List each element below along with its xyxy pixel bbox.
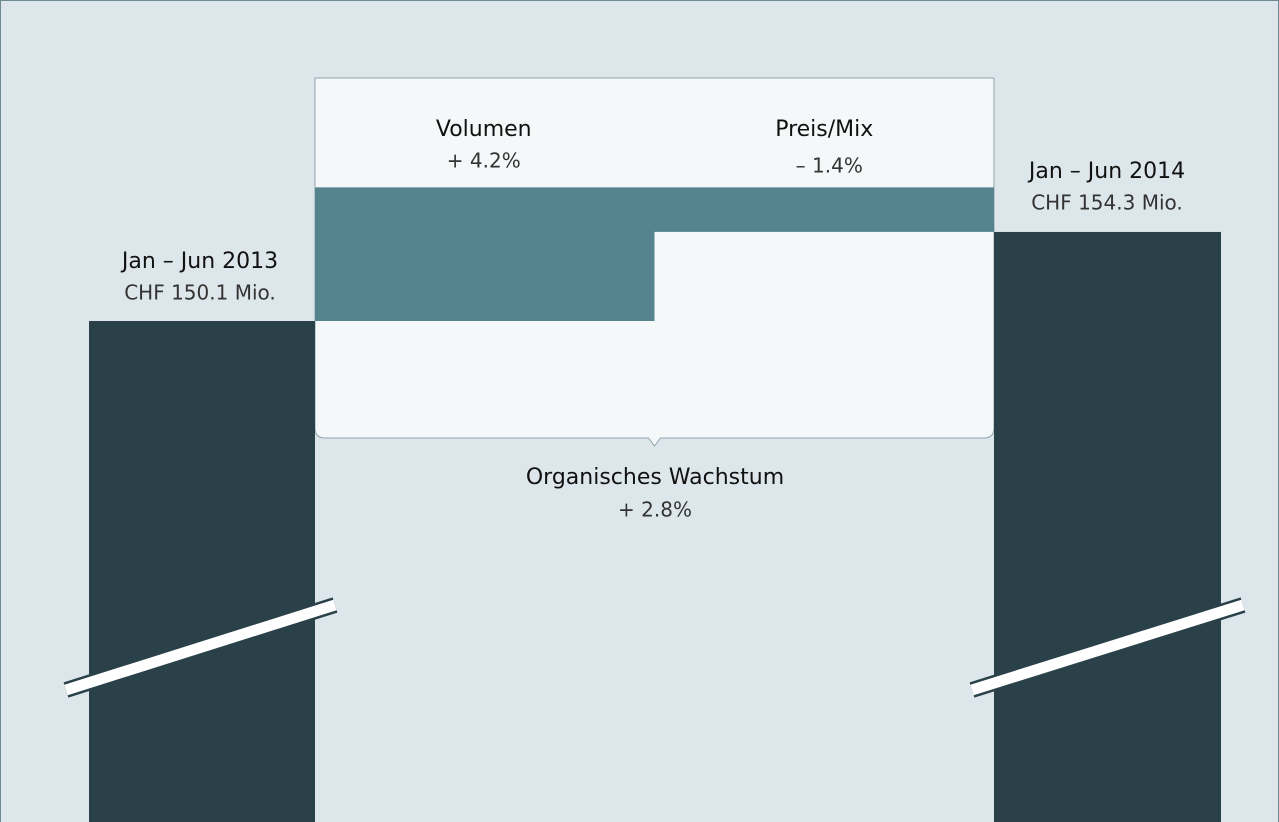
start-bar [89,321,315,822]
end-label: Jan – Jun 2014 [1027,159,1185,184]
axis-break [970,599,1245,696]
labels: Volumen + 4.2% Preis/Mix – 1.4% Jan – Jun 20… [120,117,1185,522]
axis-break [64,599,337,696]
step-value: – 1.4% [796,154,863,178]
step-value: + 4.2% [447,149,521,173]
step-label: Volumen [436,117,532,142]
end-value: CHF 154.3 Mio. [1031,191,1183,215]
step-bar [654,187,994,232]
step-label: Preis/Mix [775,117,873,142]
total-value: + 2.8% [618,498,692,522]
total-label: Organisches Wachstum [526,465,784,490]
start-value: CHF 150.1 Mio. [124,281,276,305]
end-bar [994,231,1221,822]
step-bar [315,187,655,321]
bars [63,187,1246,822]
start-label: Jan – Jun 2013 [120,249,278,274]
